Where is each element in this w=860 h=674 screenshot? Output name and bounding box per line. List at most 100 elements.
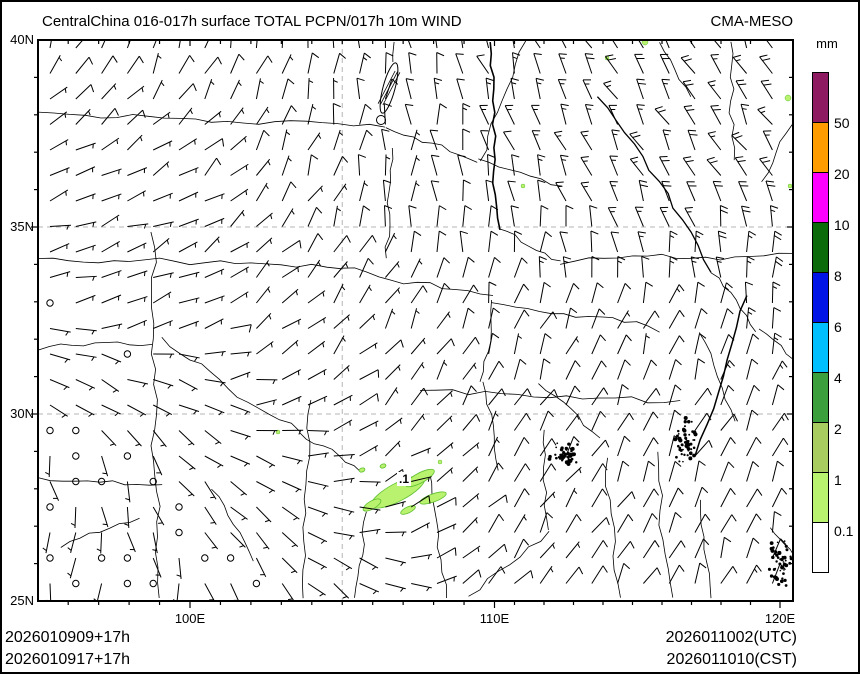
barb-staff (153, 192, 173, 202)
barb-half (779, 364, 784, 369)
barb-staff (178, 430, 195, 446)
barb-staff (281, 40, 284, 49)
colorbar-cell (812, 222, 829, 273)
barb-staff (480, 130, 490, 151)
wind-barb (384, 232, 397, 253)
wind-barb (359, 420, 379, 431)
barb-half (717, 260, 722, 263)
wind-barb (384, 154, 391, 176)
barb-half (245, 190, 248, 196)
wind-barb (75, 275, 97, 281)
barb-full (631, 491, 636, 500)
barb-half (272, 379, 276, 385)
barb-half (576, 415, 580, 420)
wind-barb (513, 463, 531, 482)
province-boundary (657, 451, 674, 598)
barb-full (770, 205, 779, 209)
wind-barb (359, 129, 373, 151)
precip-speck (641, 40, 649, 46)
barb-staff (534, 40, 541, 49)
barb-half (143, 297, 146, 302)
barb-full (731, 131, 740, 136)
barb-half (770, 209, 776, 213)
barb-half (754, 568, 758, 573)
barb-staff (49, 243, 70, 253)
province-boundary (710, 272, 757, 333)
barb-staff (333, 156, 343, 176)
barb-staff (539, 282, 545, 304)
wind-barb (744, 40, 748, 49)
barb-half (415, 157, 420, 161)
calm-wind-circle (46, 503, 54, 511)
barb-full (683, 58, 692, 62)
wind-barb (359, 369, 380, 380)
barb-staff (101, 430, 117, 447)
barb-full (114, 108, 119, 116)
wind-barb (535, 77, 544, 100)
barb-full (546, 512, 554, 519)
barb-full (683, 156, 692, 159)
barb-full (523, 283, 530, 291)
wind-barb (75, 294, 96, 304)
wind-barb (507, 180, 516, 202)
barb-full (585, 53, 594, 55)
barb-staff (411, 476, 432, 482)
wind-barb (256, 341, 274, 355)
barb-half (760, 110, 766, 114)
barb-staff (720, 308, 728, 329)
barb-full (648, 460, 655, 467)
barb-staff (771, 437, 784, 457)
barb-staff (48, 455, 51, 478)
barb-half (345, 567, 351, 571)
wind-barb (565, 205, 574, 227)
province-boundary (498, 228, 561, 262)
lake-dot (687, 449, 690, 452)
barb-full (707, 80, 716, 83)
barb-staff (436, 467, 454, 482)
barb-staff (531, 130, 541, 151)
wind-barb (230, 583, 240, 601)
wind-barb (333, 506, 355, 516)
barb-full (537, 179, 546, 184)
wind-barb (49, 271, 71, 278)
wind-barb (488, 205, 499, 227)
wind-barb (617, 256, 626, 278)
barb-staff (152, 532, 158, 554)
wind-barb (629, 131, 644, 151)
barb-full (747, 256, 755, 261)
lake-dot (782, 572, 785, 575)
barb-staff (510, 205, 515, 227)
wind-barb (746, 333, 760, 355)
barb-staff (127, 109, 144, 125)
barb-staff (539, 311, 554, 329)
barb-staff (307, 557, 327, 569)
wind-barb (720, 536, 732, 559)
barb-staff (385, 440, 401, 457)
barb-staff (333, 261, 348, 278)
barb-half (272, 430, 276, 435)
barb-staff (668, 540, 682, 559)
lake-dot (690, 448, 693, 451)
barb-full (510, 205, 519, 209)
wind-barb (281, 265, 301, 278)
barb-full (601, 360, 607, 368)
barb-staff (307, 532, 328, 543)
barb-full (718, 235, 727, 239)
wind-barb (307, 430, 330, 436)
wind-barb (101, 240, 120, 253)
barb-full (780, 538, 787, 545)
barb-full (686, 108, 695, 111)
barb-staff (746, 488, 758, 508)
wind-barb (668, 564, 685, 584)
lake-dot (683, 420, 687, 424)
wind-barb (539, 438, 557, 457)
barb-staff (307, 185, 323, 202)
barb-full (112, 55, 118, 63)
barb-staff (333, 183, 347, 202)
barb-full (670, 256, 678, 261)
barb-half (393, 235, 397, 240)
wind-barb (513, 514, 527, 533)
barb-staff (694, 282, 699, 304)
barb-staff (384, 232, 396, 253)
lake-dot (775, 577, 779, 581)
